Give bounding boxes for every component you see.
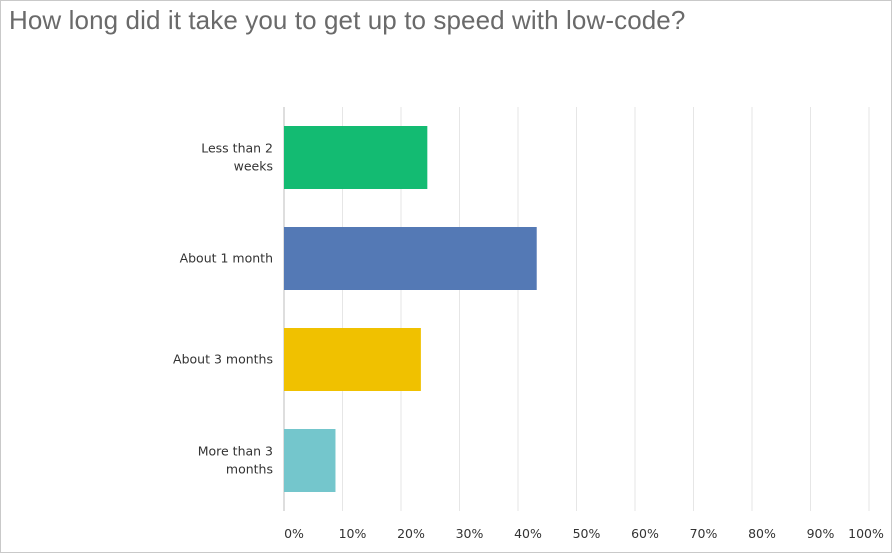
bar (284, 429, 336, 492)
bar (284, 227, 537, 290)
category-label: About 3 months (173, 352, 273, 367)
x-tick-label: 30% (456, 526, 484, 541)
x-tick-label: 100% (848, 526, 884, 541)
x-tick-label: 50% (573, 526, 601, 541)
x-tick-label: 20% (397, 526, 425, 541)
bars (284, 126, 537, 492)
chart-title: How long did it take you to get up to sp… (9, 5, 686, 35)
x-tick-label: 10% (339, 526, 367, 541)
x-tick-label: 80% (748, 526, 776, 541)
x-tick-label: 0% (284, 526, 304, 541)
x-tick-label: 60% (631, 526, 659, 541)
category-labels: Less than 2 weeks About 1 month About 3 mon… (173, 141, 273, 477)
x-tick-label: 90% (807, 526, 835, 541)
category-label: Less than 2 weeks (201, 141, 273, 174)
category-label: More than 3 months (198, 444, 273, 477)
x-tick-label: 70% (690, 526, 718, 541)
category-label: About 1 month (180, 251, 273, 266)
x-tick-labels: 0% 10% 20% 30% 40% 50% 60% 70% 80% 90% 100% (284, 526, 884, 541)
x-tick-label: 40% (514, 526, 542, 541)
bar (284, 126, 428, 189)
bar (284, 328, 421, 391)
